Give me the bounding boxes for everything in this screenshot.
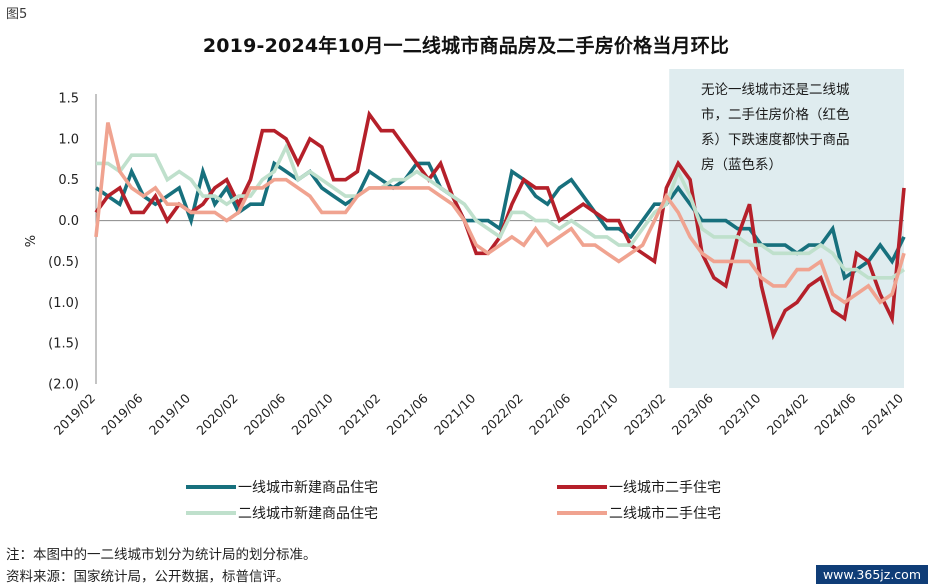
x-tick-label: 2019/06 <box>98 390 145 437</box>
x-tick-label: 2024/02 <box>764 391 811 438</box>
chart-title: 2019-2024年10月一二线城市商品房及二手房价格当月环比 <box>202 35 730 57</box>
footnote: 注：本图中的一二线城市划分为统计局的划分标准。 <box>6 547 317 563</box>
x-tick-label: 2021/10 <box>431 390 478 437</box>
legend-label: 一线城市新建商品住宅 <box>238 479 378 496</box>
source-note: 资料来源：国家统计局，公开数据，标普信评。 <box>6 569 290 585</box>
series-lines <box>94 109 906 341</box>
x-tick-label: 2022/10 <box>574 390 621 437</box>
y-tick-label: (1.5) <box>48 337 79 352</box>
y-tick-label: (2.0) <box>48 378 79 393</box>
x-tick-label: 2024/06 <box>811 390 858 437</box>
x-tick-label: 2019/10 <box>146 390 193 437</box>
x-tick-label: 2020/10 <box>288 390 335 437</box>
series-line <box>94 160 906 281</box>
annotation-text: 系）下跌速度都快于商品 <box>701 132 850 148</box>
x-tick-label: 2022/06 <box>526 390 573 437</box>
highlight-region <box>669 69 904 388</box>
watermark: www.365jz.com <box>815 565 928 584</box>
y-tick-label: 0.5 <box>58 173 79 188</box>
x-tick-label: 2021/06 <box>383 390 430 437</box>
x-tick-label: 2022/02 <box>479 391 526 438</box>
figure-label: 图5 <box>6 7 28 22</box>
legend-label: 一线城市二手住宅 <box>609 479 721 496</box>
x-tick-label: 2023/10 <box>716 390 763 437</box>
series-line <box>96 142 906 280</box>
x-tick-label: 2023/06 <box>669 390 716 437</box>
x-tick-label: 2020/02 <box>193 391 240 438</box>
series-line <box>94 122 906 305</box>
y-axis-label: % <box>24 235 39 247</box>
x-tick-label: 2020/06 <box>241 390 288 437</box>
x-tick-label: 2021/02 <box>336 391 383 438</box>
annotation-text: 无论一线城市还是二线城 <box>701 81 850 98</box>
annotation-text: 房（蓝色系） <box>701 156 782 173</box>
y-tick-label: (1.0) <box>48 296 79 311</box>
y-tick-label: 0.0 <box>58 214 79 229</box>
annotation-text: 市，二手住房价格（红色 <box>701 106 850 123</box>
y-tick-label: 1.5 <box>58 92 79 107</box>
x-tick-label: 2019/02 <box>51 391 98 438</box>
legend-label: 二线城市二手住宅 <box>609 505 721 522</box>
legend-label: 二线城市新建商品住宅 <box>238 505 378 522</box>
highlight-box <box>669 69 904 388</box>
y-tick-label: (0.5) <box>48 255 79 270</box>
x-tick-label: 2023/02 <box>621 391 668 438</box>
y-tick-label: 1.0 <box>58 132 79 147</box>
x-tick-label: 2024/10 <box>859 390 906 437</box>
